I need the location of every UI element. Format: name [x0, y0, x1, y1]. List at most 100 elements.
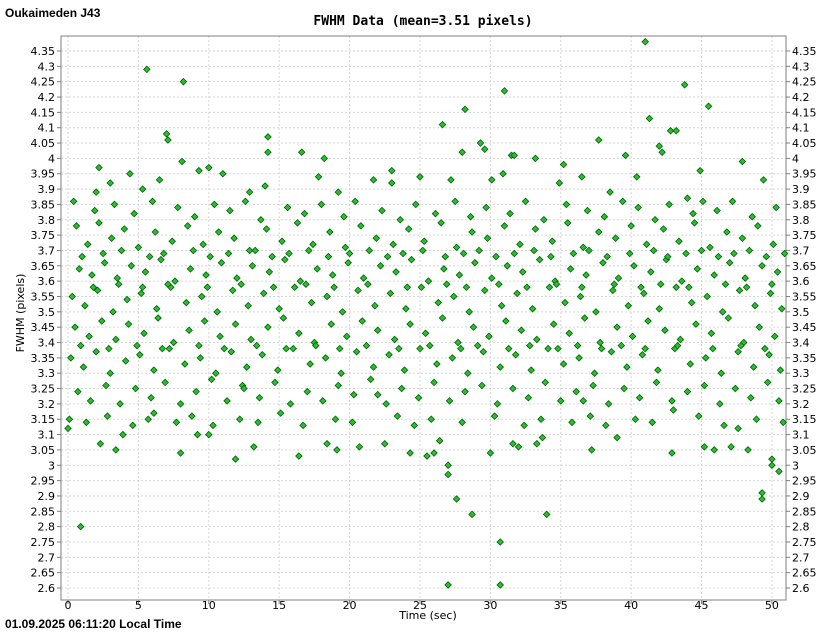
data-point [572, 387, 580, 396]
data-point [458, 418, 466, 427]
data-point [302, 280, 310, 288]
data-point [468, 510, 476, 519]
data-point [392, 268, 400, 276]
data-point [678, 277, 686, 285]
x-tick-label: 0 [65, 599, 72, 612]
data-point [340, 212, 348, 221]
data-point [258, 351, 267, 359]
data-point [290, 283, 299, 292]
data-point [603, 252, 611, 261]
data-point [500, 87, 509, 95]
y-tick-label-left: 3.75 [31, 229, 56, 242]
data-point [697, 246, 706, 255]
y-tick-label-left: 3 [48, 459, 55, 472]
data-point [714, 252, 723, 261]
y-tick-label-right: 3.6 [792, 275, 810, 288]
data-point [192, 387, 200, 396]
data-point [226, 206, 234, 215]
data-point [763, 378, 772, 387]
data-point [569, 249, 578, 258]
data-point [457, 344, 465, 353]
data-point [264, 133, 272, 141]
data-point [466, 212, 475, 221]
y-tick-label-left: 2.7 [38, 551, 56, 564]
y-tick-label-left: 3.1 [38, 429, 56, 442]
data-point [759, 176, 768, 184]
y-tick-label-right: 2.6 [792, 582, 810, 595]
x-tick-label: 5 [135, 599, 142, 612]
data-point [95, 219, 103, 227]
data-point [641, 38, 649, 46]
data-point [582, 271, 590, 279]
y-tick-label-right: 2.8 [792, 521, 810, 534]
data-point [434, 298, 443, 307]
data-point [516, 240, 524, 249]
y-tick-label-right: 2.95 [792, 475, 817, 488]
data-point [765, 351, 773, 359]
data-point [617, 341, 626, 350]
data-point [473, 341, 482, 350]
data-point [645, 114, 654, 123]
data-point [675, 237, 683, 246]
data-point [264, 323, 272, 331]
data-point [264, 148, 272, 157]
data-point [655, 142, 664, 150]
data-point [100, 258, 109, 267]
data-point [358, 317, 367, 325]
data-point [342, 332, 351, 341]
data-point [766, 289, 775, 298]
data-point [594, 136, 603, 144]
y-tick-label-left: 3.8 [38, 214, 56, 227]
y-tick-label-right: 3.1 [792, 429, 810, 442]
y-tick-label-right: 3.05 [792, 444, 817, 457]
y-tick-label-right: 4.15 [792, 106, 817, 119]
data-point [371, 301, 379, 310]
data-point [293, 219, 302, 227]
data-point [171, 277, 179, 285]
data-point [397, 384, 406, 393]
data-point [607, 347, 616, 356]
data-point [683, 387, 692, 396]
data-point [295, 452, 303, 460]
data-point [520, 421, 528, 430]
data-point [372, 234, 381, 242]
data-point [237, 280, 245, 288]
data-point [718, 308, 727, 316]
data-point [482, 203, 490, 212]
data-point [728, 197, 737, 206]
data-point [676, 335, 685, 344]
data-point [86, 397, 95, 405]
data-point [437, 219, 445, 227]
data-point [535, 255, 544, 264]
data-point [297, 148, 306, 157]
data-point [693, 265, 702, 273]
data-point [635, 393, 644, 402]
data-point [486, 449, 495, 457]
data-point [509, 440, 517, 448]
data-point [576, 292, 585, 301]
data-point [655, 304, 664, 313]
data-point [710, 271, 718, 279]
data-point [337, 369, 345, 377]
data-point [69, 197, 78, 206]
data-point [399, 249, 407, 258]
data-point [496, 363, 504, 371]
data-point [338, 308, 347, 316]
data-point [158, 344, 167, 353]
data-point [248, 262, 257, 270]
data-point [694, 412, 703, 420]
y-tick-label-left: 3.6 [38, 275, 56, 288]
data-point [744, 446, 752, 454]
data-point [716, 400, 724, 408]
data-point [212, 369, 220, 377]
y-tick-label-left: 3.85 [31, 198, 56, 211]
data-point [758, 262, 766, 270]
data-point [121, 357, 130, 365]
data-point [228, 286, 237, 295]
data-point [71, 323, 79, 331]
x-tick-label: 35 [554, 599, 568, 612]
data-point [502, 317, 510, 325]
data-point [143, 65, 151, 74]
data-point [157, 255, 165, 264]
y-tick-label-left: 2.75 [31, 536, 56, 549]
